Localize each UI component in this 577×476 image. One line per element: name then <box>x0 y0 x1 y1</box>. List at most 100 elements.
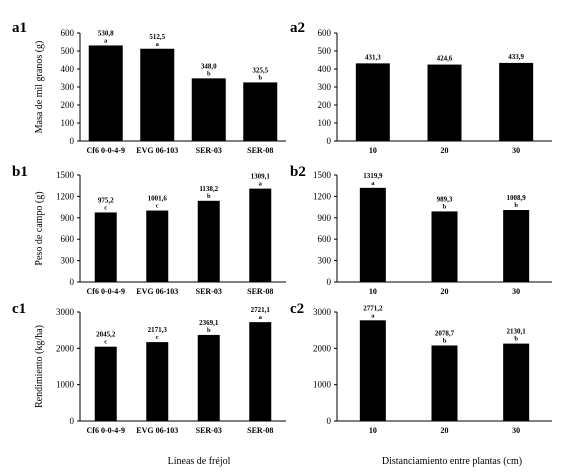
y-tick-label: 600 <box>61 234 75 244</box>
y-tick-label: 200 <box>61 100 75 110</box>
data-label: 2721,1 <box>251 306 271 314</box>
x-tick-label: SER-08 <box>247 426 273 435</box>
y-tick-label: 200 <box>318 100 332 110</box>
x-tick-label: EVG 06-103 <box>136 287 178 296</box>
bar <box>146 342 169 421</box>
x-tick-label: 10 <box>369 287 377 296</box>
y-tick-label: 3000 <box>313 307 332 317</box>
data-label: 2045,2 <box>96 331 116 339</box>
significance-letter: c <box>104 204 107 211</box>
y-tick-label: 300 <box>318 82 332 92</box>
y-axis-label-b1: Peso de campo (g) <box>34 191 45 265</box>
x-tick-label: SER-03 <box>196 146 222 155</box>
bar <box>503 343 530 421</box>
y-tick-label: 1500 <box>313 170 332 180</box>
y-axis-label-a1: Masa de mil granos (g) <box>34 41 45 134</box>
y-tick-label: 300 <box>61 82 75 92</box>
data-label: 975,2 <box>98 196 114 204</box>
bar <box>140 48 175 141</box>
x-tick-label: Cf6 0-0-4-9 <box>87 426 125 435</box>
y-tick-label: 1500 <box>56 170 75 180</box>
data-label: 424,6 <box>437 55 453 63</box>
x-tick-label: Cf6 0-0-4-9 <box>87 146 125 155</box>
x-tick-label: EVG 06-103 <box>136 426 178 435</box>
annotation-a2: NS <box>517 62 528 71</box>
significance-letter: a <box>259 181 263 188</box>
y-tick-label: 600 <box>61 28 75 38</box>
significance-letter: b <box>258 74 262 81</box>
x-tick-label: SER-08 <box>247 146 273 155</box>
x-tick-label: EVG 06-103 <box>136 146 178 155</box>
y-tick-label: 300 <box>61 256 75 266</box>
y-tick-label: 0 <box>327 416 332 426</box>
chart-panel-b2: b2030060090012001500101319,9a20989,3b301… <box>290 164 552 296</box>
significance-letter: a <box>259 314 263 321</box>
y-tick-label: 2000 <box>56 343 75 353</box>
panel-label-a2: a2 <box>290 20 305 36</box>
data-label: 989,3 <box>437 195 453 203</box>
bar <box>503 210 530 282</box>
data-label: 530,8 <box>98 29 114 37</box>
chart-panel-a1: a1 0 100 200 300 400 500 600 Masa de mil granos … <box>12 20 286 155</box>
data-label: 431,3 <box>365 53 381 61</box>
x-tick-label: 20 <box>441 287 449 296</box>
data-label: 2369,1 <box>199 319 219 327</box>
x-tick-label: Cf6 0-0-4-9 <box>87 287 125 296</box>
data-label: 1319,9 <box>363 172 383 180</box>
significance-letter: b <box>443 337 447 344</box>
bar <box>243 82 278 141</box>
significance-letter: a <box>156 41 160 48</box>
y-tick-label: 500 <box>318 46 332 56</box>
significance-letter: b <box>514 336 518 343</box>
panel-label-c2: c2 <box>290 301 304 317</box>
data-label: 2078,7 <box>435 329 455 337</box>
y-tick-label: 1000 <box>56 380 75 390</box>
data-label: 1008,9 <box>507 194 527 202</box>
x-tick-label: SER-03 <box>196 287 222 296</box>
bar <box>94 212 117 282</box>
chart-panel-b1: b1 0 300 600 900 1200 1500 Peso de campo (g) Cf6… <box>12 164 286 296</box>
chart-panel-c2: c20100020003000102771,2a202078,7b302130,… <box>290 301 552 435</box>
y-tick-label: 0 <box>327 277 332 287</box>
y-tick-label: 300 <box>318 256 332 266</box>
bar <box>191 78 226 141</box>
chart-panel-a2: a2 0 100 200 300 400 500 600 10 431,3 20 424,6 30 433… <box>290 20 552 155</box>
data-label: 2771,2 <box>363 304 383 312</box>
y-tick-label: 600 <box>318 234 332 244</box>
data-label: 2171,3 <box>148 326 168 334</box>
bar <box>359 320 386 421</box>
y-tick-label: 100 <box>318 118 332 128</box>
x-tick-label: SER-03 <box>196 426 222 435</box>
data-label: 2130,1 <box>507 328 527 336</box>
x-tick-label: 30 <box>512 426 520 435</box>
significance-letter: b <box>443 203 447 210</box>
panel-label-a1: a1 <box>12 20 27 36</box>
y-tick-label: 900 <box>61 213 75 223</box>
y-axis-label-c1: Rendimiento (kg/ha) <box>34 325 45 408</box>
panel-label-c1: c1 <box>12 301 26 317</box>
significance-letter: a <box>104 37 108 44</box>
y-tick-label: 500 <box>61 46 75 56</box>
y-tick-label: 3000 <box>56 307 75 317</box>
bar <box>249 322 272 421</box>
data-label: 1138,2 <box>199 185 218 193</box>
bar <box>355 63 390 142</box>
significance-letter: c <box>156 203 159 210</box>
panel-label-b1: b1 <box>12 164 28 180</box>
x-tick-label: 10 <box>369 426 377 435</box>
bar <box>146 210 169 282</box>
data-label: 1309,1 <box>251 173 271 181</box>
data-label: 325,5 <box>252 66 268 74</box>
y-tick-label: 600 <box>318 28 332 38</box>
bar <box>427 64 462 141</box>
significance-letter: a <box>371 180 375 187</box>
bar <box>249 188 272 282</box>
significance-letter: b <box>207 70 211 77</box>
significance-letter: b <box>514 202 518 209</box>
y-tick-label: 900 <box>318 213 332 223</box>
significance-letter: a <box>371 312 375 319</box>
bar <box>359 187 386 282</box>
panel-label-b2: b2 <box>290 164 306 180</box>
data-label: 512,5 <box>149 33 165 41</box>
